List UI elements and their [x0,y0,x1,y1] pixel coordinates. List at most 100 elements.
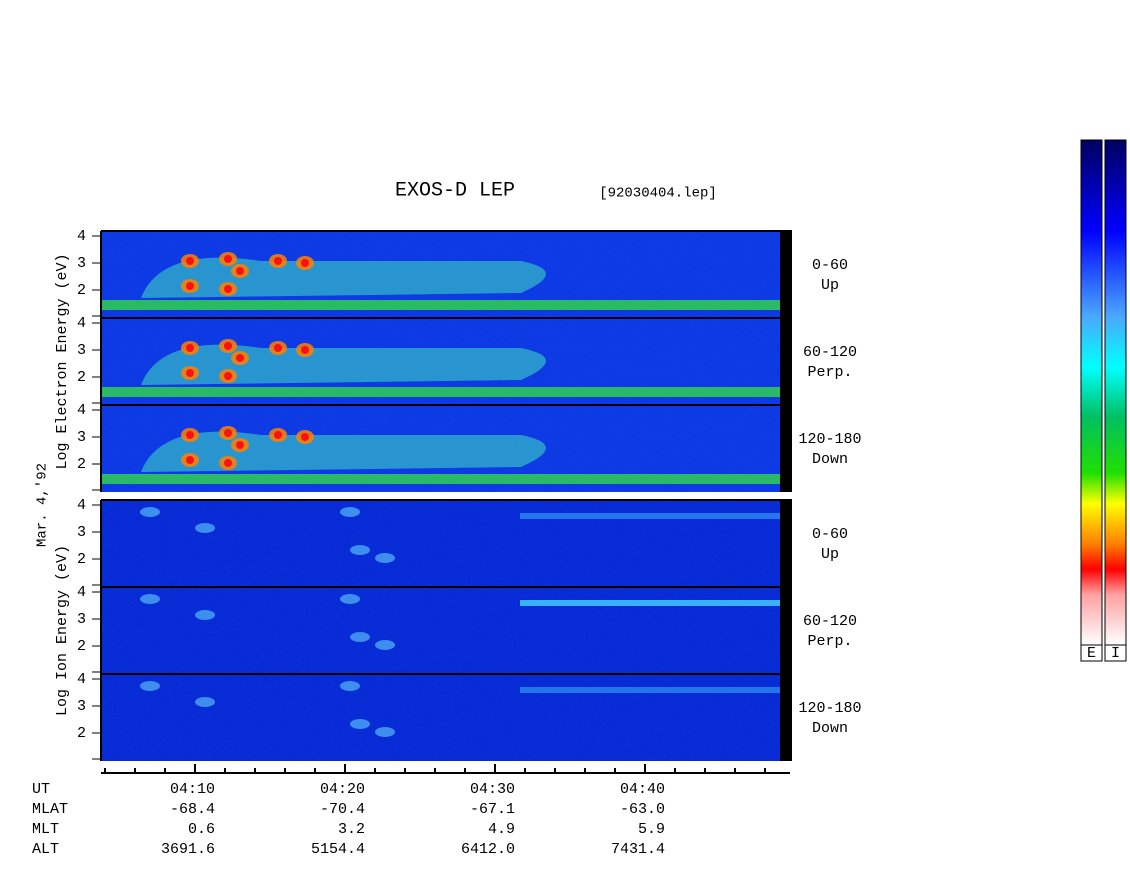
flux-core [224,285,232,293]
flux-core [224,429,232,437]
ion-feature [340,594,360,604]
channel-sublabel: Up [821,546,839,563]
flux-core [274,344,282,352]
colorbar-label: I [1111,645,1120,662]
row-name: UT [32,781,50,798]
panel-edge [780,231,792,318]
row-value: 04:10 [170,781,215,798]
channel-label: 0-60 [812,257,848,274]
row-name: ALT [32,841,59,858]
row-name: MLT [32,821,59,838]
ion-feature [140,594,160,604]
row-value: 5.9 [638,821,665,838]
row-name: MLAT [32,801,68,818]
flux-core [224,342,232,350]
ion-feature [340,681,360,691]
y-axis-label: Log Ion Energy (eV) [54,545,71,716]
y-tick-label: 3 [77,611,86,628]
row-value: 3.2 [338,821,365,838]
y-tick-label: 4 [77,584,86,601]
ion-feature [340,507,360,517]
flux-core [186,431,194,439]
title: EXOS-D LEP [395,179,515,202]
y-axis-label: Log Electron Energy (eV) [54,253,71,469]
channel-sublabel: Perp. [807,633,852,650]
flux-core [224,372,232,380]
y-tick-label: 4 [77,497,86,514]
channel-sublabel: Perp. [807,364,852,381]
colorbar [1104,139,1127,646]
row-value: 04:20 [320,781,365,798]
y-tick-label: 3 [77,255,86,272]
channel-label: 0-60 [812,526,848,543]
channel-label: 120-180 [798,700,861,717]
flux-core [274,431,282,439]
y-tick-label: 2 [77,369,86,386]
ion-feature [375,640,395,650]
y-tick-label: 4 [77,315,86,332]
row-value: -67.1 [470,801,515,818]
y-tick-label: 2 [77,282,86,299]
ion-feature [375,727,395,737]
ion-feature [195,610,215,620]
precipitation-band [141,344,546,385]
panel-edge [780,405,792,492]
flux-core [186,257,194,265]
y-tick-label: 4 [77,671,86,688]
precipitation-band [141,431,546,472]
y-tick-label: 3 [77,429,86,446]
channel-sublabel: Down [812,451,848,468]
ion-feature [195,523,215,533]
ion-band [520,687,780,693]
file-name: [92030404.lep] [599,186,717,202]
precipitation-band [141,257,546,298]
y-tick-label: 2 [77,456,86,473]
y-tick-label: 3 [77,342,86,359]
y-tick-label: 2 [77,551,86,568]
colorbar-label: E [1087,645,1096,662]
low-energy-band [101,474,780,484]
row-value: -70.4 [320,801,365,818]
flux-core [186,282,194,290]
y-tick-label: 4 [77,402,86,419]
y-tick-label: 4 [77,228,86,245]
low-energy-band [101,300,780,310]
colorbar [1080,139,1103,646]
flux-core [236,267,244,275]
flux-core [186,369,194,377]
flux-core [236,441,244,449]
row-value: 5154.4 [311,841,365,858]
colorbar-box [1080,644,1103,662]
ion-band [520,513,780,519]
flux-core [301,259,309,267]
ion-feature [195,697,215,707]
row-value: -63.0 [620,801,665,818]
row-value: 4.9 [488,821,515,838]
panel-edge [780,674,792,761]
flux-core [301,433,309,441]
row-value: 04:40 [620,781,665,798]
row-value: -68.4 [170,801,215,818]
date-label: Mar. 4,'92 [35,463,51,547]
y-tick-label: 3 [77,698,86,715]
channel-label: 60-120 [803,613,857,630]
colorbar-box [1104,644,1127,662]
ion-feature [140,507,160,517]
flux-core [224,255,232,263]
flux-core [236,354,244,362]
flux-core [274,257,282,265]
channel-sublabel: Down [812,720,848,737]
ion-feature [350,545,370,555]
ion-feature [350,719,370,729]
row-value: 6412.0 [461,841,515,858]
y-tick-label: 3 [77,524,86,541]
low-energy-band [101,387,780,397]
channel-label: 60-120 [803,344,857,361]
y-tick-label: 2 [77,638,86,655]
channel-label: 120-180 [798,431,861,448]
panel-edge [780,500,792,587]
channel-sublabel: Up [821,277,839,294]
